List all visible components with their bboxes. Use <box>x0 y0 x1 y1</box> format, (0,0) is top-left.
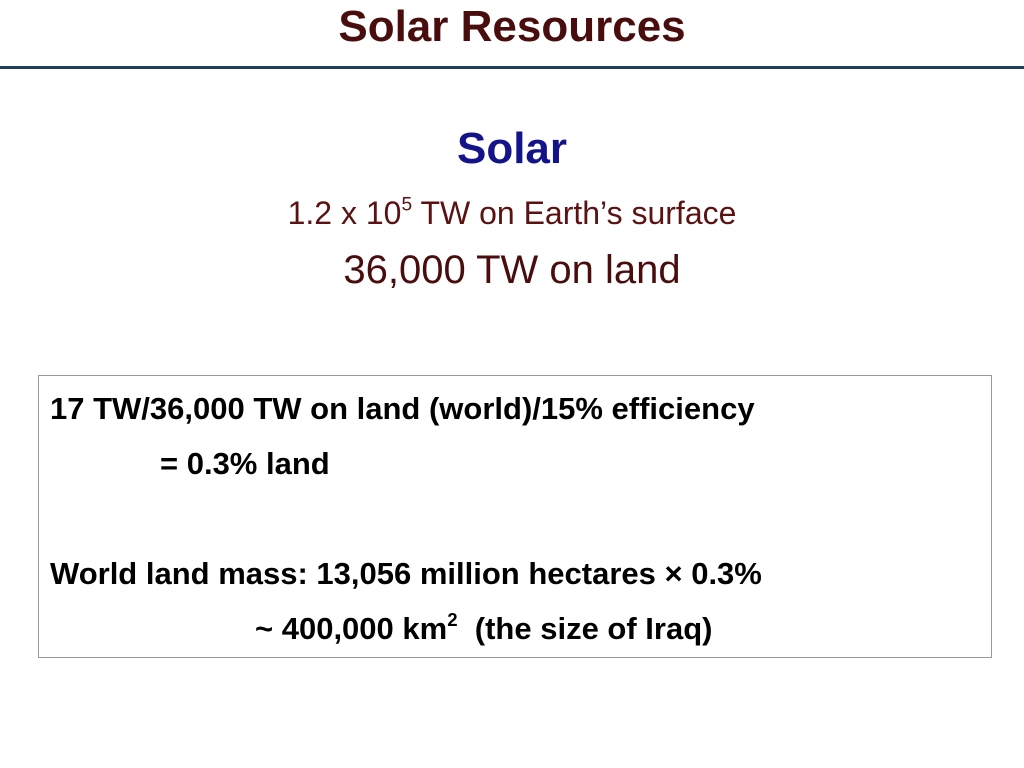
title-rule <box>0 66 1024 69</box>
box-line: 17 TW/36,000 TW on land (world)/15% effi… <box>50 391 755 426</box>
box-line: = 0.3% land <box>160 446 330 481</box>
slide-title: Solar Resources <box>338 2 686 51</box>
land-line: 36,000 TW on land <box>343 248 681 292</box>
text: ~ 400,000 km <box>255 611 448 646</box>
subtitle: Solar <box>456 124 568 173</box>
text-box <box>38 375 992 658</box>
surface-line: 1.2 x 105 TW on Earth’s surface <box>0 195 1024 232</box>
text: 1.2 x 10 <box>287 195 402 231</box>
superscript: 2 <box>447 608 458 630</box>
text: TW on Earth’s surface <box>420 195 737 231</box>
superscript: 5 <box>401 194 413 216</box>
text: (the size of Iraq) <box>474 611 713 646</box>
box-line: ~ 400,000 km2 (the size of Iraq) <box>255 608 713 647</box>
box-line: World land mass: 13,056 million hectares… <box>50 556 762 591</box>
